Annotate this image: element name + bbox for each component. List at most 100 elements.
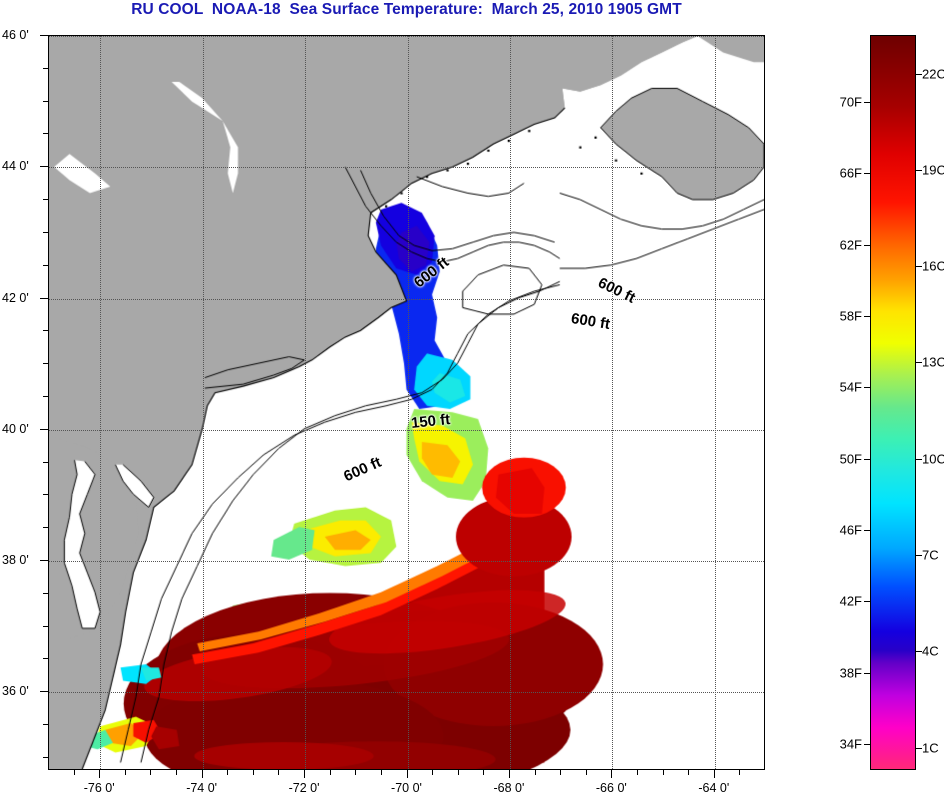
tick-y-minor	[43, 67, 48, 69]
tick-y-minor	[43, 199, 48, 201]
colorbar-label-celsius: 7C	[922, 547, 939, 563]
colorbar-label-celsius: 1C	[922, 740, 939, 756]
colorbar-label-fahrenheit: 70F	[839, 94, 862, 110]
tick-y-minor	[43, 527, 48, 529]
axis-label-longitude: -68 0'	[493, 781, 525, 795]
colorbar-label-fahrenheit: 46F	[839, 522, 862, 538]
colorbar-label-fahrenheit: 50F	[839, 451, 862, 467]
colorbar-label-celsius: 19C	[922, 162, 944, 178]
colorbar-label-celsius: 22C	[922, 66, 944, 81]
colorbar-tick-celsius	[916, 747, 922, 749]
tick-x-minor	[483, 770, 485, 775]
tick-y-minor	[43, 756, 48, 758]
axis-label-longitude: -66 0'	[595, 781, 627, 795]
tick-x-minor	[355, 770, 357, 775]
tick-y-minor	[43, 133, 48, 135]
tick-y-minor	[43, 658, 48, 660]
axis-label-latitude: 42 0'	[2, 290, 29, 305]
colorbar-tick-fahrenheit	[864, 102, 870, 104]
colorbar-tick-fahrenheit	[864, 743, 870, 745]
colorbar-tick-celsius	[916, 458, 922, 460]
tick-x-minor	[227, 770, 229, 775]
tick-y-major	[40, 428, 48, 430]
sst-map-plot[interactable]: 600 ft 600 ft 600 ft 150 ft 600 ft	[48, 35, 765, 770]
colorbar-tick-fahrenheit	[864, 173, 870, 175]
tick-y-minor	[43, 395, 48, 397]
tick-x-major	[508, 770, 510, 778]
axis-label-latitude: 44 0'	[2, 159, 29, 174]
tick-x-minor	[176, 770, 178, 775]
tick-y-minor	[43, 461, 48, 463]
tick-x-minor	[380, 770, 382, 775]
tick-y-major	[40, 35, 48, 36]
tick-x-minor	[636, 770, 638, 775]
page-title: RU COOL NOAA-18 Sea Surface Temperature:…	[131, 1, 682, 18]
colorbar-tick-celsius	[916, 169, 922, 171]
tick-x-minor	[585, 770, 587, 775]
tick-x-minor	[457, 770, 459, 775]
tick-x-major	[201, 770, 203, 778]
axis-label-latitude: 36 0'	[2, 684, 29, 699]
tick-y-major	[40, 560, 48, 561]
tick-y-minor	[43, 100, 48, 102]
colorbar-label-celsius: 4C	[922, 643, 939, 659]
colorbar-label-fahrenheit: 62F	[839, 237, 862, 253]
axis-label-longitude: -64 0'	[698, 781, 730, 795]
tick-y-minor	[43, 330, 48, 332]
axis-label-longitude: -70 0'	[391, 781, 422, 795]
tick-x-minor	[662, 770, 664, 775]
tick-x-minor	[73, 770, 75, 775]
tick-x-major	[99, 770, 101, 778]
tick-y-minor	[43, 625, 48, 627]
tick-y-minor	[43, 231, 48, 233]
axis-label-longitude: -74 0'	[186, 781, 218, 795]
tick-x-major	[304, 770, 306, 778]
colorbar-tick-celsius	[916, 266, 922, 268]
colorbar-label-fahrenheit: 54F	[839, 379, 862, 395]
colorbar-tick-celsius	[916, 651, 922, 653]
colorbar-tick-celsius	[916, 362, 922, 364]
colorbar-tick-celsius	[916, 554, 922, 556]
tick-x-minor	[688, 770, 690, 775]
tick-y-major	[40, 166, 48, 168]
colorbar-label-celsius: 10C	[922, 451, 944, 467]
colorbar-label-fahrenheit: 42F	[839, 593, 862, 609]
colorbar-tick-celsius	[916, 73, 922, 75]
colorbar-tick-fahrenheit	[864, 529, 870, 531]
temperature-colorbar[interactable]	[870, 35, 916, 770]
tick-x-minor	[739, 770, 741, 775]
tick-x-minor	[252, 770, 254, 775]
tick-x-major	[406, 770, 408, 778]
tick-x-major	[611, 770, 613, 778]
axis-label-latitude: 40 0'	[2, 421, 29, 436]
tick-y-minor	[43, 724, 48, 726]
colorbar-tick-fahrenheit	[864, 601, 870, 603]
colorbar-label-celsius: 16C	[922, 258, 944, 274]
tick-x-minor	[329, 770, 331, 775]
colorbar-label-celsius: 13C	[922, 354, 944, 370]
axis-label-latitude: 46 0'	[2, 28, 29, 42]
colorbar-tick-fahrenheit	[864, 387, 870, 389]
sst-map-canvas	[49, 36, 764, 769]
colorbar-tick-fahrenheit	[864, 316, 870, 318]
colorbar-tick-fahrenheit	[864, 458, 870, 460]
colorbar-label-fahrenheit: 58F	[839, 308, 862, 324]
colorbar-label-fahrenheit: 66F	[839, 165, 862, 181]
colorbar-label-fahrenheit: 34F	[839, 736, 862, 752]
tick-x-minor	[124, 770, 126, 775]
tick-x-minor	[560, 770, 562, 775]
tick-x-major	[713, 770, 715, 778]
tick-x-minor	[432, 770, 434, 775]
tick-y-minor	[43, 494, 48, 496]
colorbar-tick-fahrenheit	[864, 672, 870, 674]
colorbar-label-fahrenheit: 38F	[839, 665, 862, 681]
axis-label-longitude: -72 0'	[288, 781, 320, 795]
tick-y-minor	[43, 363, 48, 365]
colorbar-tick-fahrenheit	[864, 244, 870, 246]
tick-y-minor	[43, 264, 48, 266]
tick-y-major	[40, 691, 48, 693]
tick-y-minor	[43, 592, 48, 594]
tick-y-major	[40, 297, 48, 299]
tick-x-minor	[534, 770, 536, 775]
axis-label-longitude: -76 0'	[83, 781, 115, 795]
